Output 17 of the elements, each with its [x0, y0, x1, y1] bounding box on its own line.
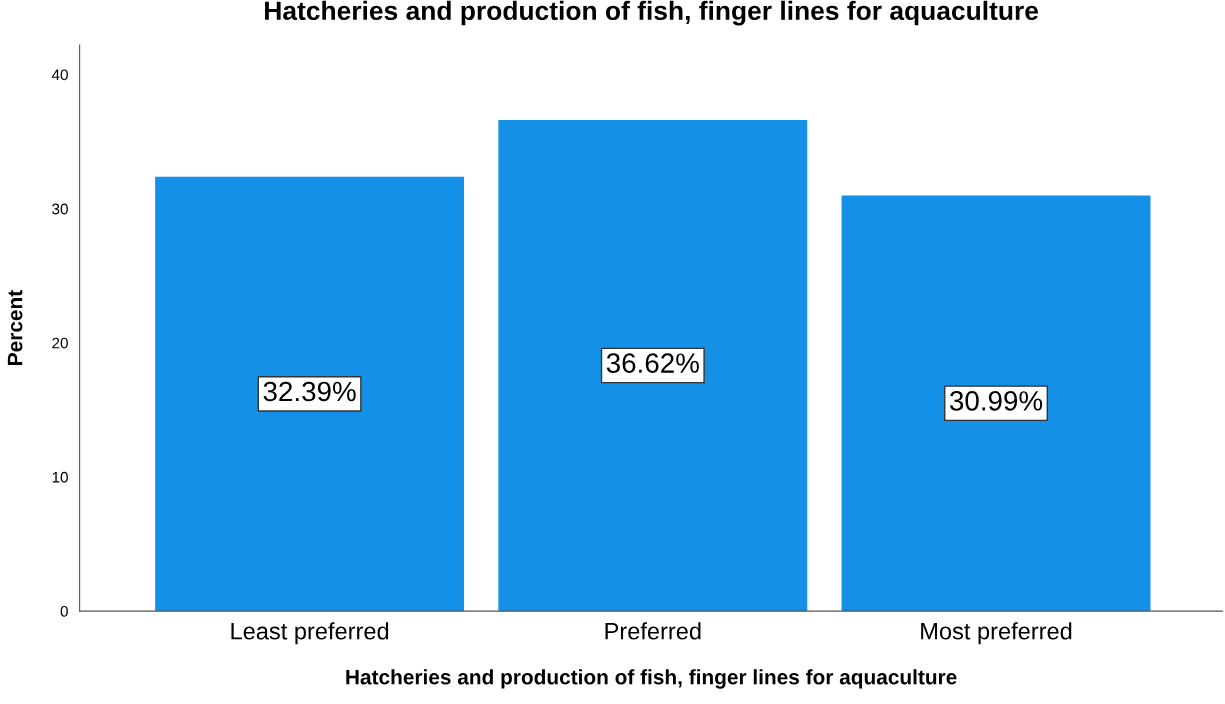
chart-title: Hatcheries and production of fish, finger lines for aquaculture: [265, 0, 1039, 26]
x-tick-label: Preferred: [605, 622, 701, 640]
x-axis-title: Hatcheries and production of fish, finger lines for aquaculture: [346, 669, 957, 689]
y-axis-title: Percent: [7, 290, 23, 365]
y-tick-label: 10: [52, 471, 68, 483]
bar: [841, 195, 1151, 612]
x-tick-label: Least preferred: [231, 622, 389, 645]
data-label: 32.39%: [263, 381, 356, 402]
data-label: 36.62%: [606, 353, 699, 373]
y-tick-label: 40: [51, 69, 68, 81]
y-tick-label: 30: [52, 203, 68, 215]
data-label: 30.99%: [949, 391, 1043, 411]
bar: [155, 176, 465, 612]
x-tick-label: Most preferred: [921, 622, 1072, 645]
y-tick-label: 20: [52, 337, 68, 349]
bar: [498, 119, 808, 612]
y-tick-label: 0: [60, 605, 68, 617]
